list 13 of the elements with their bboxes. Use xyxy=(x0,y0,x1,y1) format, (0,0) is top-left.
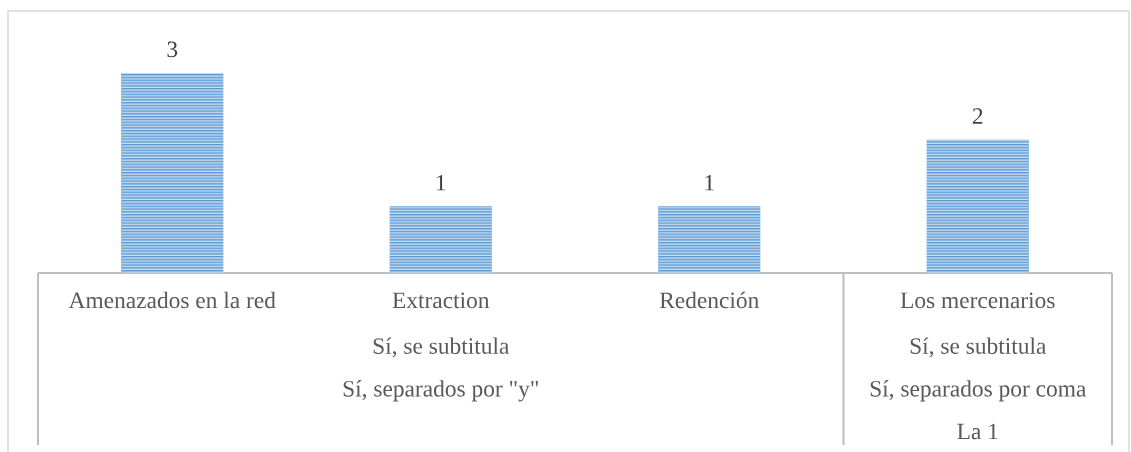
data-label: 1 xyxy=(705,174,714,191)
x-tick-label: Amenazados en la red xyxy=(68,291,276,309)
data-label: 1 xyxy=(436,174,446,191)
data-label: 2 xyxy=(972,108,983,124)
text: Sí, separados por coma xyxy=(870,380,1087,402)
x-tick-label: Extraction xyxy=(392,292,490,309)
text: Sí, se subtitula xyxy=(373,337,510,358)
x-tick-label: Redención xyxy=(659,291,759,309)
text: La 1 xyxy=(957,423,998,440)
text: Sí, se subtitula xyxy=(910,337,1047,358)
data-label: 3 xyxy=(167,41,178,58)
x-tick-label: Los mercenarios xyxy=(900,292,1055,309)
text: Sí, separados por "y" xyxy=(343,380,538,402)
